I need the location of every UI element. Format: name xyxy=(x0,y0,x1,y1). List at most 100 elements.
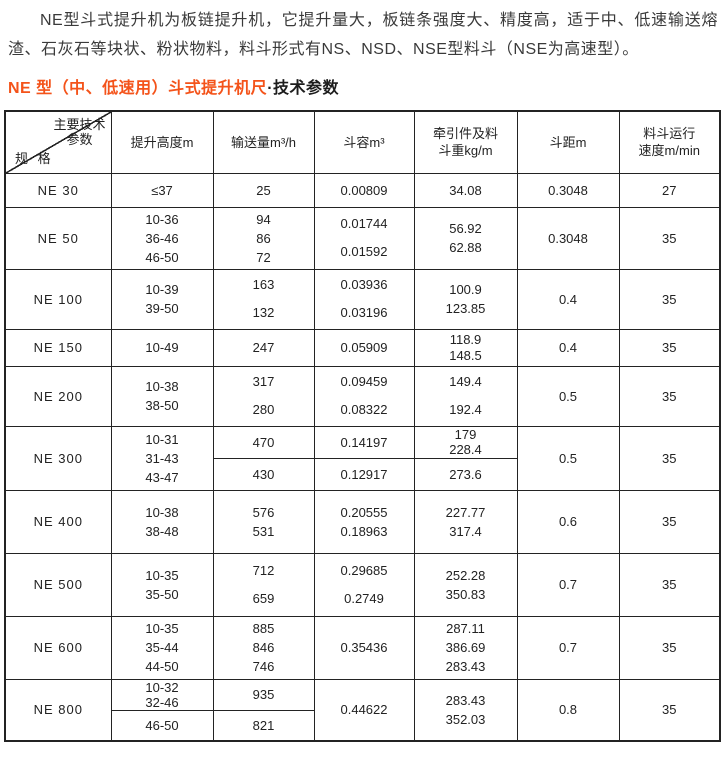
table-row: 46-50 821 xyxy=(5,709,720,742)
cell-value: 35 xyxy=(618,615,721,680)
cell-value: 0.3048 xyxy=(516,172,620,208)
cell-value: 10-38 38-48 xyxy=(110,489,214,554)
cell-value: 35 xyxy=(618,206,721,270)
cell-value: 0.05909 xyxy=(313,328,415,367)
cell-value: 35 xyxy=(618,425,721,491)
spec-table-body: NE 30 ≤37 25 0.00809 34.08 0.3048 27 NE 50 10-36… xyxy=(4,172,721,742)
table-row: NE 100 10-39 39-50 163 132 0.03936 0.03196 1… xyxy=(4,268,721,330)
cell-value: 0.5 xyxy=(516,365,620,427)
cell-value: 0.03936 0.03196 xyxy=(313,268,415,330)
spec-table-head: 主要技术 参数规 格提升高度m 输送量m³/h 斗容m³ 牵引件及料 斗重kg/m 斗距… xyxy=(4,110,721,174)
cell-value: 0.35436 xyxy=(313,615,415,680)
table-row: NE 50 10-36 36-46 46-50 94 86 72 0.01744 0.… xyxy=(4,206,721,270)
cell-value: 821 xyxy=(212,709,315,742)
cell-value: 10-38 38-50 xyxy=(110,365,214,427)
cell-value: 0.3048 xyxy=(516,206,620,270)
row-label: NE 200 xyxy=(4,365,112,427)
table-row: NE 300 10-31 31-43 43-47 470 0.14197 179 228… xyxy=(4,425,721,491)
column-header: 斗容m³ xyxy=(313,110,415,174)
cell-value: 470 xyxy=(212,425,315,459)
cell-value: 0.14197 xyxy=(313,425,415,459)
row-label: NE 400 xyxy=(4,489,112,554)
section-title-rest: ·技术参数 xyxy=(267,80,340,97)
cell-value: 0.7 xyxy=(516,615,620,680)
cell-value: 0.12917 xyxy=(313,457,415,491)
cell-value: 25 xyxy=(212,172,315,208)
cell-value: 149.4 192.4 xyxy=(413,365,518,427)
cell-value: 10-35 35-50 xyxy=(110,552,214,617)
cell-value: 0.4 xyxy=(516,268,620,330)
corner-top-label: 主要技术 参数 xyxy=(53,117,106,147)
column-header: 牵引件及料 斗重kg/m xyxy=(413,110,518,174)
cell-value: 287.11 386.69 283.43 xyxy=(413,615,518,680)
cell-value: 430 xyxy=(212,457,315,491)
cell-value: 10-32 32-46 xyxy=(110,678,214,711)
table-row: NE 500 10-35 35-50 712 659 0.29685 0.2749 25… xyxy=(4,552,721,617)
cell-value: 935 xyxy=(212,678,315,711)
cell-value: 0.6 xyxy=(516,489,620,554)
cell-value: 46-50 xyxy=(110,709,214,742)
cell-value: 0.7 xyxy=(516,552,620,617)
table-row: NE 400 10-38 38-48 576 531 0.20555 0.18963 2… xyxy=(4,489,721,554)
cell-value: 56.92 62.88 xyxy=(413,206,518,270)
cell-value: 94 86 72 xyxy=(212,206,315,270)
cell-value: 118.9 148.5 xyxy=(413,328,518,367)
cell-value: 247 xyxy=(212,328,315,367)
section-title-highlight: NE 型（中、低速用）斗式提升机尺 xyxy=(8,80,268,97)
column-header: 斗距m xyxy=(516,110,620,174)
cell-value: 0.44622 xyxy=(313,678,415,742)
table-row: NE 200 10-38 38-50 317 280 0.09459 0.08322 1… xyxy=(4,365,721,427)
cell-value: 0.20555 0.18963 xyxy=(313,489,415,554)
cell-value: 10-31 31-43 43-47 xyxy=(110,425,214,491)
table-row: NE 30 ≤37 25 0.00809 34.08 0.3048 27 xyxy=(4,172,721,208)
cell-value: 273.6 xyxy=(413,457,518,491)
cell-value: 885 846 746 xyxy=(212,615,315,680)
column-header: 提升高度m xyxy=(110,110,214,174)
cell-value: 227.77 317.4 xyxy=(413,489,518,554)
corner-bottom-label: 规 格 xyxy=(15,150,54,166)
corner-header-cell: 主要技术 参数规 格 xyxy=(4,110,112,174)
cell-value: ≤37 xyxy=(110,172,214,208)
cell-value: 10-36 36-46 46-50 xyxy=(110,206,214,270)
cell-value: 35 xyxy=(618,268,721,330)
column-header: 输送量m³/h xyxy=(212,110,315,174)
table-row: NE 600 10-35 35-44 44-50 885 846 746 0.3543… xyxy=(4,615,721,680)
cell-value: 35 xyxy=(618,328,721,367)
page: NE型斗式提升机为板链提升机，它提升量大，板链条强度大、精度高，适于中、低速输送… xyxy=(4,12,721,742)
spec-table: 主要技术 参数规 格提升高度m 输送量m³/h 斗容m³ 牵引件及料 斗重kg/m 斗距… xyxy=(4,110,721,742)
cell-value: 0.09459 0.08322 xyxy=(313,365,415,427)
cell-value: 0.00809 xyxy=(313,172,415,208)
cell-value: 10-39 39-50 xyxy=(110,268,214,330)
cell-value: 317 280 xyxy=(212,365,315,427)
section-title: NE 型（中、低速用）斗式提升机尺·技术参数 xyxy=(8,74,719,98)
cell-value: 100.9 123.85 xyxy=(413,268,518,330)
cell-value: 27 xyxy=(618,172,721,208)
cell-value: 35 xyxy=(618,678,721,742)
cell-value: 35 xyxy=(618,489,721,554)
row-label: NE 800 xyxy=(4,678,112,742)
table-row: 430 0.12917 273.6 xyxy=(5,457,720,491)
cell-value: 0.5 xyxy=(516,425,620,491)
cell-value: 283.43 352.03 xyxy=(413,678,518,742)
row-label: NE 500 xyxy=(4,552,112,617)
row-label: NE 150 xyxy=(4,328,112,367)
cell-value: 35 xyxy=(618,365,721,427)
row-label: NE 100 xyxy=(4,268,112,330)
cell-value: 34.08 xyxy=(413,172,518,208)
cell-value: 0.8 xyxy=(516,678,620,742)
cell-value: 252.28 350.83 xyxy=(413,552,518,617)
cell-value: 10-49 xyxy=(110,328,214,367)
row-label: NE 300 xyxy=(4,425,112,491)
cell-value: 0.4 xyxy=(516,328,620,367)
column-header: 料斗运行 速度m/min xyxy=(618,110,721,174)
table-row: NE 150 10-49 247 0.05909 118.9 148.5 0.4 35 xyxy=(4,328,721,367)
cell-value: 163 132 xyxy=(212,268,315,330)
intro-paragraph: NE型斗式提升机为板链提升机，它提升量大，板链条强度大、精度高，适于中、低速输送… xyxy=(8,12,718,58)
cell-value: 576 531 xyxy=(212,489,315,554)
cell-value: 0.01744 0.01592 xyxy=(313,206,415,270)
row-label: NE 30 xyxy=(4,172,112,208)
cell-value: 10-35 35-44 44-50 xyxy=(110,615,214,680)
cell-value: 0.29685 0.2749 xyxy=(313,552,415,617)
row-label: NE 600 xyxy=(4,615,112,680)
cell-value: 35 xyxy=(618,552,721,617)
